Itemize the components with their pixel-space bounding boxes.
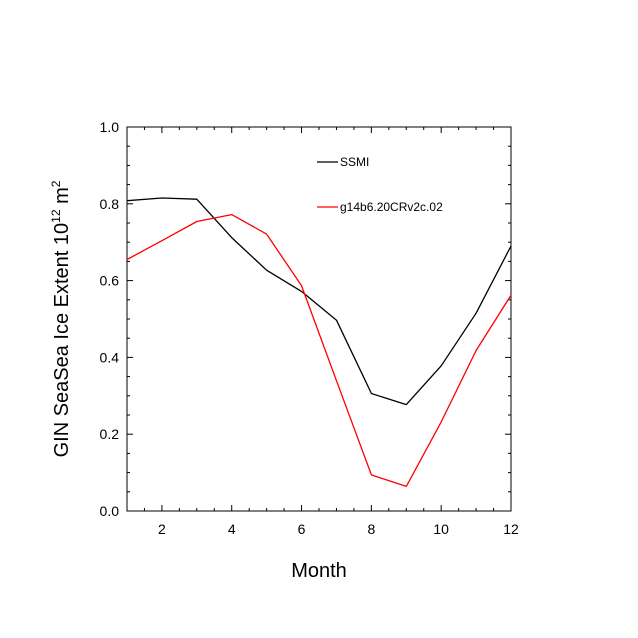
x-tick-label: 4: [228, 521, 236, 537]
tick-labels: 2 4 6 8 10 12 0.0 0.2 0.4 0.6 0.8 1.0: [100, 119, 519, 537]
x-axis-title: Month: [291, 560, 347, 582]
series-layer: [126, 197, 512, 488]
y-tick-label: 0.2: [100, 426, 120, 442]
y-axis-title-main: GIN SeaSea Ice Extent 10: [51, 223, 73, 458]
plot-frame: [126, 126, 512, 512]
y-tick-label: 0.6: [100, 273, 120, 289]
legend: SSMI g14b6.20CRv2c.02: [317, 155, 443, 214]
series-line-ssmi: [126, 197, 512, 406]
series-line-g14b6-20crv2c-02: [126, 213, 512, 488]
minor-ticks: [126, 127, 511, 511]
x-tick-label: 2: [158, 521, 166, 537]
y-tick-label: 0.8: [100, 196, 120, 212]
x-tick-label: 6: [298, 521, 306, 537]
major-ticks: [127, 126, 512, 512]
y-tick-label: 0.4: [100, 349, 120, 365]
y-axis-title: GIN SeaSea Ice Extent 1012 m2: [49, 180, 73, 457]
y-axis-title-exp1: 12: [49, 209, 63, 223]
y-axis-title-unit: m: [51, 187, 73, 209]
legend-label: g14b6.20CRv2c.02: [340, 200, 443, 214]
x-tick-label: 10: [433, 521, 449, 537]
legend-label: SSMI: [340, 155, 369, 169]
x-tick-label: 12: [503, 521, 519, 537]
x-tick-label: 8: [367, 521, 375, 537]
y-axis-title-exp2: 2: [49, 180, 63, 187]
y-tick-label: 1.0: [100, 119, 120, 135]
y-tick-label: 0.0: [100, 503, 120, 519]
